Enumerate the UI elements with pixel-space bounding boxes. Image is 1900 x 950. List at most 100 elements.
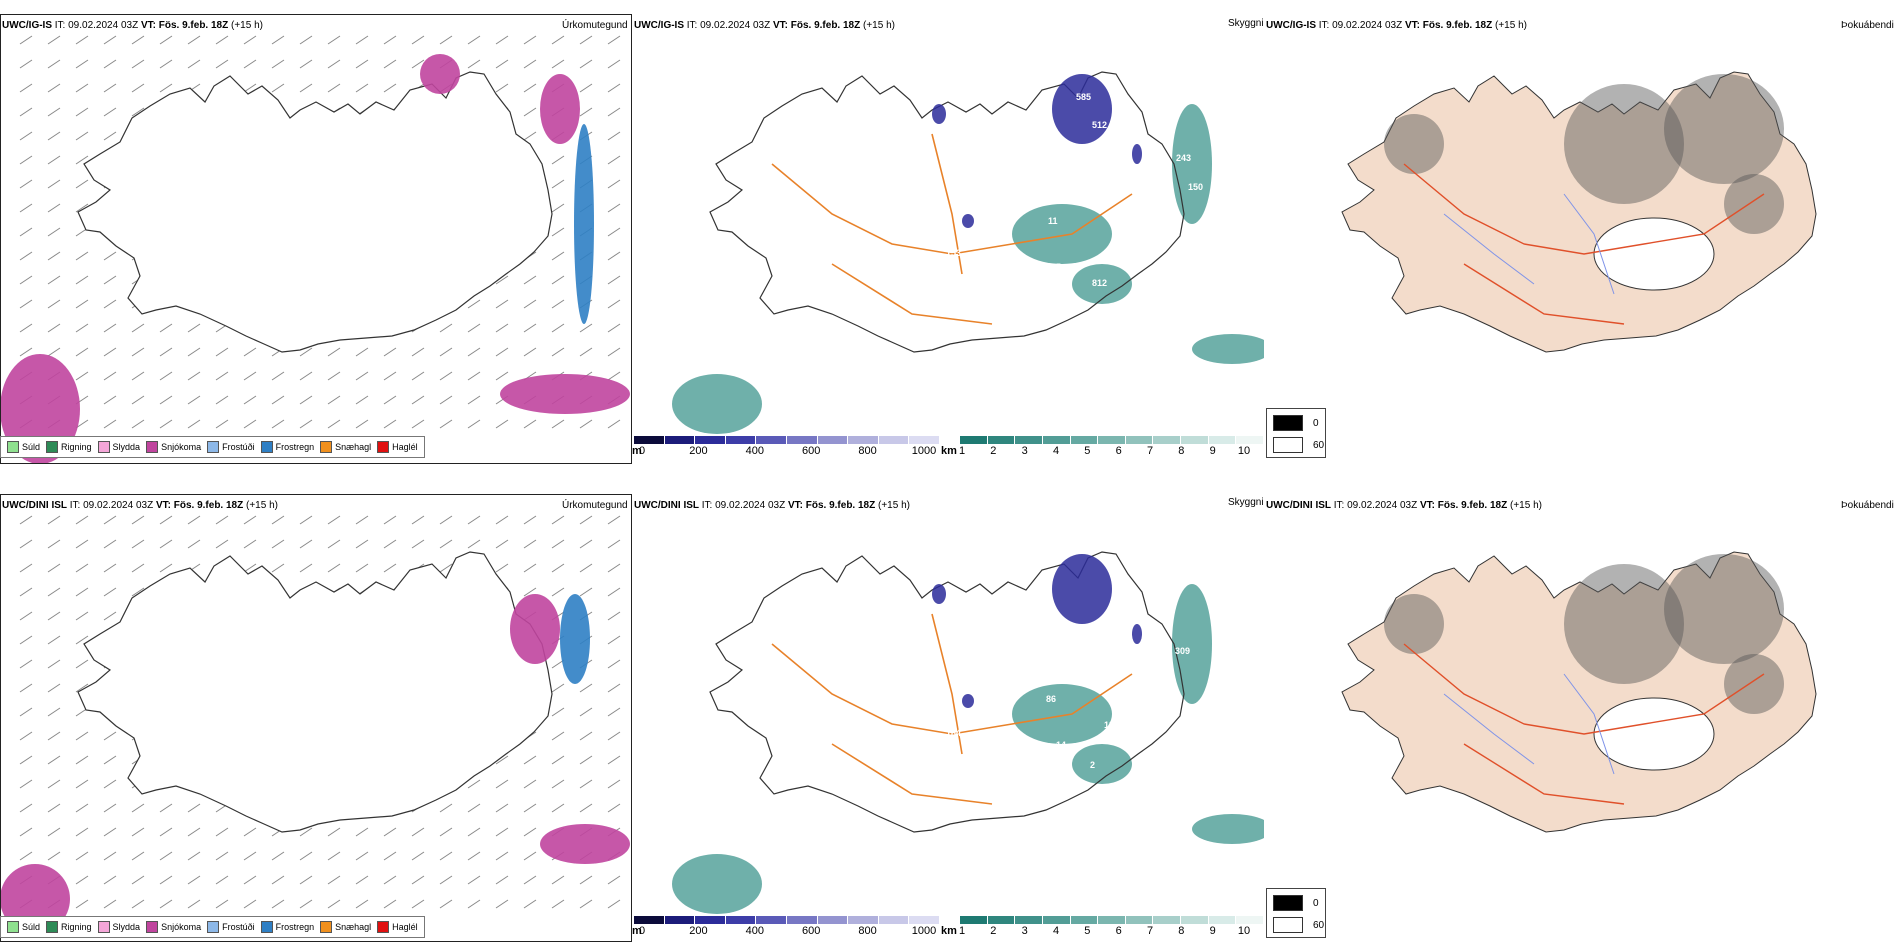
wind-barb xyxy=(75,299,89,309)
wind-barb xyxy=(523,515,537,525)
wind-barb xyxy=(19,179,33,189)
wind-barb xyxy=(103,587,117,597)
precip-title-bottom: UWC/DINI ISL IT: 09.02.2024 03Z VT: Fös.… xyxy=(2,500,278,511)
visibility-area xyxy=(1172,104,1212,224)
tick-label: 400 xyxy=(745,445,764,457)
wind-barb xyxy=(159,539,173,549)
wind-barb xyxy=(355,347,369,357)
legend-label: Frostregn xyxy=(275,922,315,932)
colorbar-segment xyxy=(909,436,940,444)
tick-label: 10 xyxy=(1237,445,1251,457)
wind-barb xyxy=(187,875,201,885)
wind-barb xyxy=(131,515,145,525)
cloud-label: 2 xyxy=(1090,760,1096,770)
glacier xyxy=(1593,697,1715,771)
cloud-label: 5 xyxy=(1056,262,1062,272)
wind-barb xyxy=(19,59,33,69)
wind-barb xyxy=(495,851,509,861)
wind-barb xyxy=(159,563,173,573)
wind-barb xyxy=(19,35,33,45)
wind-barb xyxy=(579,563,593,573)
wind-barb xyxy=(103,779,117,789)
cloud-label: 433 xyxy=(1056,140,1072,150)
wind-barb xyxy=(243,35,257,45)
legend-label: Haglél xyxy=(392,922,418,932)
wind-barb xyxy=(551,59,565,69)
wind-barb xyxy=(383,899,397,909)
colorbar-segment xyxy=(987,916,1016,924)
wind-barb xyxy=(551,323,565,333)
wind-barb xyxy=(243,419,257,429)
wind-barb xyxy=(495,299,509,309)
wind-barb xyxy=(299,851,313,861)
wind-barb xyxy=(523,275,537,285)
lead-time: (+15 h) xyxy=(1510,500,1542,511)
colorbar-segment xyxy=(817,916,849,924)
wind-barb xyxy=(355,515,369,525)
wind-barb xyxy=(75,107,89,117)
wind-barb xyxy=(523,755,537,765)
fog-area xyxy=(1664,554,1784,664)
wind-barb xyxy=(551,779,565,789)
wind-barb xyxy=(327,563,341,573)
visibility-area xyxy=(1192,334,1264,364)
legend-swatch xyxy=(207,921,220,933)
wind-barb xyxy=(327,347,341,357)
wind-barb xyxy=(439,851,453,861)
legend-label: Frostúði xyxy=(222,442,255,452)
cloud-map-top xyxy=(672,71,1264,434)
wind-barb xyxy=(551,155,565,165)
fog-swatch-white xyxy=(1273,917,1303,933)
wind-barb xyxy=(411,419,425,429)
wind-barb xyxy=(159,899,173,909)
wind-barb xyxy=(607,419,621,429)
wind-barb xyxy=(103,539,117,549)
wind-barb xyxy=(551,299,565,309)
wind-barb xyxy=(131,539,145,549)
legend-label: Snjókoma xyxy=(161,442,202,452)
wind-barb xyxy=(355,851,369,861)
height-unit-left-bottom: m xyxy=(632,925,642,937)
wind-barb xyxy=(579,755,593,765)
it-label: IT: xyxy=(701,500,713,511)
colorbar-segment xyxy=(1208,916,1237,924)
cloud-label: 13 xyxy=(1104,720,1115,730)
wind-barb xyxy=(579,419,593,429)
fog-scale-high: 60 xyxy=(1273,437,1324,453)
tick-label: 800 xyxy=(858,925,877,937)
lead-time: (+15 h) xyxy=(1495,20,1527,31)
wind-barb xyxy=(19,755,33,765)
vt-label: VT: xyxy=(140,20,156,31)
wind-barb xyxy=(75,587,89,597)
wind-barb xyxy=(271,59,285,69)
wind-barb xyxy=(75,419,89,429)
tick-label: 800 xyxy=(858,445,877,457)
iceland-coastline xyxy=(709,551,1185,833)
wind-barb xyxy=(131,875,145,885)
tick-label: 3 xyxy=(1021,445,1028,457)
tick-label: 1000 xyxy=(911,925,937,937)
wind-barb xyxy=(47,779,61,789)
vt-label: VT: xyxy=(772,20,788,31)
wind-barb xyxy=(187,371,201,381)
wind-barb xyxy=(47,635,61,645)
cloud-panel-bottom xyxy=(632,494,1264,942)
wind-barb xyxy=(19,611,33,621)
colorbar-segment xyxy=(1236,436,1264,444)
wind-barb xyxy=(103,131,117,141)
fog-title-top: UWC/IG-IS IT: 09.02.2024 03Z VT: Fös. 9.… xyxy=(1266,20,1527,31)
fog-area xyxy=(1724,174,1784,234)
wind-barb xyxy=(75,611,89,621)
wind-barb xyxy=(327,395,341,405)
wind-barb xyxy=(187,347,201,357)
colorbar-segment xyxy=(1181,436,1209,444)
legend-swatch xyxy=(320,921,333,933)
wind-barb xyxy=(131,851,145,861)
wind-barb xyxy=(383,35,397,45)
colorbar-segment xyxy=(1125,916,1154,924)
colorbar-segment xyxy=(664,436,696,444)
wind-barb xyxy=(103,107,117,117)
colorbar-segment xyxy=(1042,916,1071,924)
legend-label: Frostregn xyxy=(275,442,315,452)
precip-panel-top xyxy=(0,14,632,464)
